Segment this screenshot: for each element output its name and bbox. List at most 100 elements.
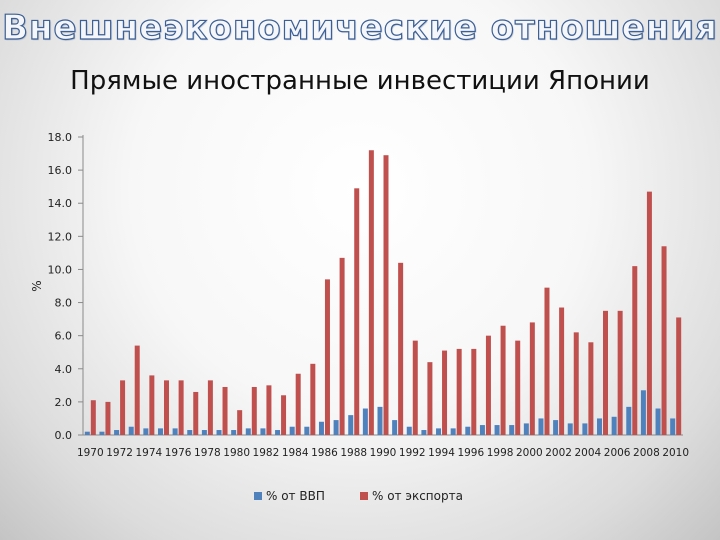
bar-export-2008 bbox=[646, 191, 652, 435]
y-tick-label: 0.0 bbox=[55, 429, 73, 442]
bar-export-2002 bbox=[559, 307, 565, 435]
bar-gdp-1977 bbox=[187, 430, 193, 435]
bar-export-1998 bbox=[500, 325, 506, 435]
y-tick-label: 10.0 bbox=[48, 263, 73, 276]
bar-export-1986 bbox=[324, 279, 330, 435]
bar-export-1982 bbox=[266, 385, 272, 435]
bar-gdp-1986 bbox=[318, 421, 324, 435]
bar-export-1997 bbox=[485, 335, 491, 435]
bar-export-1971 bbox=[105, 401, 111, 435]
bar-gdp-2009 bbox=[655, 408, 661, 435]
bar-export-1980 bbox=[237, 410, 243, 435]
bar-export-2007 bbox=[632, 266, 638, 435]
y-tick-label: 18.0 bbox=[48, 131, 73, 144]
bar-export-1973 bbox=[134, 345, 140, 435]
bar-gdp-1999 bbox=[509, 425, 515, 435]
bar-export-1978 bbox=[207, 380, 213, 435]
x-tick-label: 1996 bbox=[457, 447, 484, 459]
bar-export-1976 bbox=[178, 380, 184, 435]
bar-export-1990 bbox=[383, 155, 389, 435]
x-tick-label: 1998 bbox=[487, 447, 514, 459]
bar-gdp-1996 bbox=[465, 426, 471, 435]
y-tick-label: 4.0 bbox=[55, 363, 73, 376]
bar-export-1999 bbox=[515, 340, 521, 435]
x-tick-label: 1992 bbox=[399, 447, 426, 459]
bar-gdp-1992 bbox=[406, 426, 412, 435]
bar-gdp-1991 bbox=[392, 420, 398, 435]
bar-export-1981 bbox=[251, 386, 257, 435]
legend-swatch-0 bbox=[254, 492, 262, 500]
bar-gdp-2006 bbox=[611, 416, 617, 435]
bar-gdp-1983 bbox=[275, 430, 281, 435]
x-tick-label: 1984 bbox=[282, 447, 309, 459]
bar-gdp-1995 bbox=[450, 428, 456, 435]
bar-export-1983 bbox=[281, 395, 287, 435]
legend-label-0: % от ВВП bbox=[266, 489, 325, 503]
bar-export-2000 bbox=[529, 322, 535, 435]
y-tick-label: 2.0 bbox=[55, 396, 73, 409]
bar-export-1992 bbox=[412, 340, 418, 435]
bar-export-1985 bbox=[310, 363, 316, 435]
x-tick-label: 1974 bbox=[135, 447, 162, 459]
x-tick-label: 1982 bbox=[253, 447, 280, 459]
bar-gdp-1985 bbox=[304, 426, 310, 435]
bar-export-2005 bbox=[603, 310, 609, 435]
y-tick-label: 12.0 bbox=[48, 230, 73, 243]
bar-gdp-1971 bbox=[99, 431, 105, 435]
x-tick-label: 1980 bbox=[223, 447, 250, 459]
bar-gdp-1979 bbox=[216, 430, 222, 435]
bar-export-2001 bbox=[544, 287, 550, 435]
x-tick-label: 2008 bbox=[633, 447, 660, 459]
x-tick-label: 1990 bbox=[370, 447, 397, 459]
y-tick-label: 6.0 bbox=[55, 330, 73, 343]
legend-label-1: % от экспорта bbox=[372, 489, 463, 503]
bar-gdp-2010 bbox=[670, 418, 676, 435]
x-tick-label: 1972 bbox=[106, 447, 133, 459]
bar-export-1995 bbox=[456, 348, 462, 435]
bar-gdp-2003 bbox=[567, 423, 573, 435]
bar-gdp-1989 bbox=[362, 408, 368, 435]
bar-gdp-2001 bbox=[538, 418, 544, 435]
bar-gdp-2007 bbox=[626, 406, 632, 435]
bar-gdp-2004 bbox=[582, 423, 588, 435]
bar-export-2006 bbox=[617, 310, 623, 435]
bar-gdp-1974 bbox=[143, 428, 149, 435]
bar-gdp-1981 bbox=[245, 428, 251, 435]
bar-export-2009 bbox=[661, 246, 667, 435]
x-tick-label: 2010 bbox=[662, 447, 689, 459]
x-tick-label: 2002 bbox=[545, 447, 572, 459]
x-tick-label: 1976 bbox=[165, 447, 192, 459]
slide-heading: Внешнеэкономические отношения bbox=[2, 7, 718, 48]
x-tick-label: 2006 bbox=[604, 447, 631, 459]
x-tick-label: 1978 bbox=[194, 447, 221, 459]
y-axis-label: % bbox=[30, 280, 44, 291]
x-tick-label: 1994 bbox=[428, 447, 455, 459]
bar-export-1984 bbox=[295, 373, 301, 435]
bar-gdp-2002 bbox=[553, 420, 559, 435]
y-tick-label: 16.0 bbox=[48, 164, 73, 177]
bar-gdp-1973 bbox=[128, 426, 134, 435]
bar-gdp-1993 bbox=[421, 430, 427, 435]
bar-export-1996 bbox=[471, 348, 477, 435]
x-tick-label: 2000 bbox=[516, 447, 543, 459]
bar-gdp-1970 bbox=[84, 431, 90, 435]
bar-export-1972 bbox=[120, 380, 126, 435]
bar-gdp-1975 bbox=[157, 428, 163, 435]
bar-export-2004 bbox=[588, 342, 594, 435]
bar-export-1974 bbox=[149, 375, 155, 435]
chart-title: Прямые иностранные инвестиции Японии bbox=[70, 66, 650, 96]
bar-gdp-1972 bbox=[114, 430, 120, 435]
bar-gdp-1988 bbox=[348, 415, 354, 435]
bar-gdp-1998 bbox=[494, 425, 500, 435]
bar-gdp-1987 bbox=[333, 420, 339, 435]
y-tick-label: 8.0 bbox=[55, 297, 73, 310]
bar-export-1988 bbox=[354, 188, 360, 435]
bar-gdp-1994 bbox=[436, 428, 442, 435]
bar-export-1993 bbox=[427, 362, 433, 435]
bar-gdp-1976 bbox=[172, 428, 178, 435]
bar-gdp-1982 bbox=[260, 428, 266, 435]
x-tick-label: 1986 bbox=[311, 447, 338, 459]
bar-gdp-1984 bbox=[289, 426, 295, 435]
x-tick-label: 1970 bbox=[77, 447, 104, 459]
